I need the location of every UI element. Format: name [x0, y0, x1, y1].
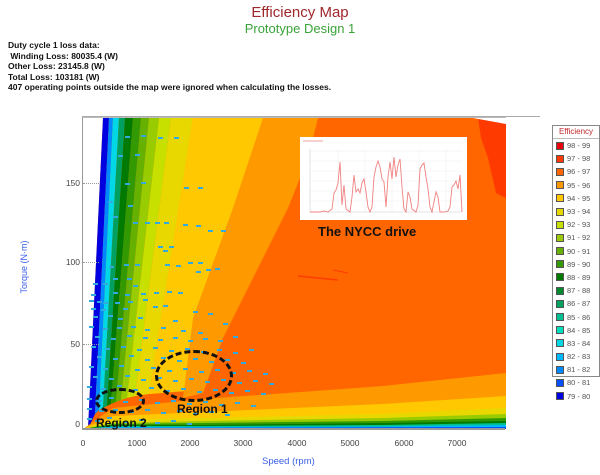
legend-item-label: 92 - 93 — [567, 220, 591, 230]
legend-item: 97 - 98 — [553, 152, 599, 165]
legend-item: 88 - 89 — [553, 271, 599, 284]
legend-swatch — [556, 141, 564, 150]
xtick-5000: 5000 — [340, 438, 360, 448]
legend-item: 84 - 85 — [553, 324, 599, 337]
legend-item: 91 - 92 — [553, 231, 599, 244]
efficiency-map-plot[interactable] — [82, 117, 506, 429]
legend-item-label: 90 - 91 — [567, 246, 591, 256]
ytick-100: 100 — [65, 257, 80, 267]
xtick-1000: 1000 — [127, 438, 147, 448]
legend-item: 86 - 87 — [553, 297, 599, 310]
legend-item: 89 - 90 — [553, 258, 599, 271]
legend-item: 79 - 80 — [553, 390, 599, 403]
legend-swatch — [556, 326, 564, 335]
region-2-label: Region 2 — [96, 416, 147, 430]
legend-title: Efficiency — [553, 126, 599, 139]
legend-item-label: 97 - 98 — [567, 154, 591, 164]
info-line-total-loss: Total Loss: 103181 (W) — [8, 71, 100, 82]
legend-swatch — [556, 181, 564, 190]
ytick-150: 150 — [65, 178, 80, 188]
legend-item-label: 94 - 95 — [567, 193, 591, 203]
nycc-drive-inset-chart — [300, 137, 467, 220]
legend-item: 82 - 83 — [553, 350, 599, 363]
legend-item-label: 95 - 96 — [567, 180, 591, 190]
x-axis-label: Speed (rpm) — [262, 456, 315, 467]
legend-item: 98 - 99 — [553, 139, 599, 152]
nycc-drive-label: The NYCC drive — [318, 224, 417, 239]
legend-item-label: 82 - 83 — [567, 352, 591, 362]
legend-swatch — [556, 313, 564, 322]
x-axis-line — [82, 428, 505, 430]
legend-item-label: 98 - 99 — [567, 141, 591, 151]
legend-item: 90 - 91 — [553, 245, 599, 258]
legend-item: 87 - 88 — [553, 284, 599, 297]
legend-item-label: 79 - 80 — [567, 391, 591, 401]
xtick-6000: 6000 — [394, 438, 414, 448]
info-line-winding-loss: Winding Loss: 80035.4 (W) — [8, 50, 118, 61]
legend-swatch — [556, 247, 564, 256]
chart-subtitle: Prototype Design 1 — [244, 21, 356, 36]
plot-frame-top — [82, 116, 540, 117]
legend-item-label: 89 - 90 — [567, 259, 591, 269]
legend-swatch — [556, 154, 564, 163]
gridline-100 — [83, 262, 99, 263]
legend-item: 92 - 93 — [553, 218, 599, 231]
legend-swatch — [556, 260, 564, 269]
y-axis-label: Torque (N·m) — [19, 240, 29, 294]
gridline-150 — [83, 183, 99, 184]
ytick-0: 0 — [75, 419, 80, 429]
gridline-50 — [83, 344, 99, 345]
legend-swatch — [556, 167, 564, 176]
legend-item-label: 86 - 87 — [567, 299, 591, 309]
legend-item: 85 - 86 — [553, 310, 599, 323]
legend-swatch — [556, 299, 564, 308]
legend-swatch — [556, 392, 564, 401]
legend-swatch — [556, 365, 564, 374]
xtick-3000: 3000 — [233, 438, 253, 448]
legend-item: 96 - 97 — [553, 165, 599, 178]
legend-swatch — [556, 352, 564, 361]
legend-swatch — [556, 194, 564, 203]
chart-title: Efficiency Map — [251, 4, 349, 21]
legend-item-label: 81 - 82 — [567, 365, 591, 375]
legend-item-label: 96 - 97 — [567, 167, 591, 177]
legend-item-label: 91 - 92 — [567, 233, 591, 243]
xtick-7000: 7000 — [447, 438, 467, 448]
legend-swatch — [556, 286, 564, 295]
xtick-2000: 2000 — [180, 438, 200, 448]
region-2-ellipse — [95, 388, 145, 414]
legend-item-label: 80 - 81 — [567, 378, 591, 388]
legend-item: 80 - 81 — [553, 376, 599, 389]
legend-swatch — [556, 233, 564, 242]
legend-item-label: 83 - 84 — [567, 338, 591, 348]
xtick-0: 0 — [80, 438, 86, 448]
legend-item: 93 - 94 — [553, 205, 599, 218]
legend-swatch — [556, 273, 564, 282]
info-line-heading: Duty cycle 1 loss data: — [8, 40, 100, 50]
xtick-4000: 4000 — [287, 438, 307, 448]
efficiency-contours — [83, 118, 506, 429]
legend-swatch — [556, 220, 564, 229]
legend-item: 95 - 96 — [553, 179, 599, 192]
legend-item-label: 88 - 89 — [567, 272, 591, 282]
efficiency-legend: Efficiency 98 - 99 97 - 98 96 - 97 95 - … — [552, 125, 600, 401]
legend-item: 83 - 84 — [553, 337, 599, 350]
region-1-ellipse — [155, 350, 233, 402]
loss-info-panel: Duty cycle 1 loss data: Winding Loss: 80… — [8, 40, 331, 93]
legend-item-label: 85 - 86 — [567, 312, 591, 322]
region-1-label: Region 1 — [177, 402, 228, 416]
ytick-50: 50 — [70, 339, 80, 349]
legend-swatch — [556, 378, 564, 387]
legend-item: 94 - 95 — [553, 192, 599, 205]
nycc-speed-trace — [303, 140, 463, 214]
info-line-ignored-points: 407 operating points outside the map wer… — [8, 82, 332, 93]
legend-item-label: 87 - 88 — [567, 286, 591, 296]
legend-item: 81 - 82 — [553, 363, 599, 376]
legend-item-label: 93 - 94 — [567, 207, 591, 217]
legend-item-label: 84 - 85 — [567, 325, 591, 335]
legend-swatch — [556, 207, 564, 216]
info-line-other-loss: Other Loss: 23145.8 (W) — [8, 61, 105, 72]
legend-swatch — [556, 339, 564, 348]
